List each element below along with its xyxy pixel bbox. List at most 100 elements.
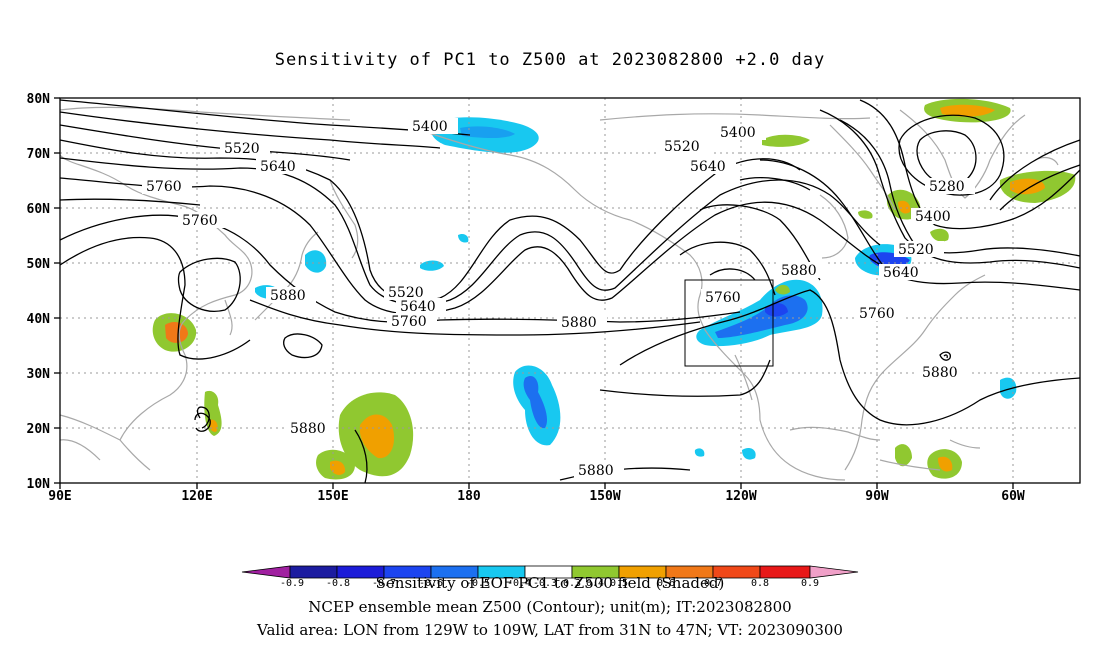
- contour-line: [989, 139, 1081, 201]
- shading-greenland-north-core: [940, 104, 995, 117]
- contour-line: [196, 406, 210, 429]
- shading-mexico: [742, 447, 756, 460]
- shading-target-green: [775, 284, 790, 295]
- colorbar-tick: 0.6: [657, 578, 675, 589]
- lon-labels: 90E 120E 150E 180 150W 120W 90W 60W: [48, 489, 1025, 504]
- lat-label: 20N: [27, 422, 51, 437]
- lat-label: 40N: [27, 312, 51, 327]
- lon-label: 150W: [589, 489, 620, 504]
- lat-label: 70N: [27, 147, 51, 162]
- shading-target-deep: [765, 303, 788, 317]
- shading-baffin: [762, 134, 810, 147]
- contour-line: [943, 354, 948, 359]
- colorbar-tick: -0.4: [507, 578, 531, 589]
- lat-label: 50N: [27, 257, 51, 272]
- colorbar-tick: -0.5: [466, 578, 490, 589]
- contour-label: 5880: [561, 315, 597, 331]
- contour-label: 5520: [224, 141, 260, 157]
- colorbar-tick: -0.9: [280, 578, 304, 589]
- shading-hudson-small: [858, 210, 873, 219]
- contour-line: [354, 429, 368, 484]
- caption-shading: Sensitivity of EOF PC1 to Z500 field (Sh…: [375, 574, 725, 592]
- contour-line: [859, 99, 1081, 230]
- colorbar: [241, 565, 859, 579]
- lat-label: 60N: [27, 202, 51, 217]
- colorbar-tick: 0.4: [586, 578, 604, 589]
- contour-line: [999, 164, 1081, 211]
- shading-180-small: [420, 260, 444, 271]
- colorbar-tick: 0.7: [704, 578, 722, 589]
- shading-iceland-core: [1010, 178, 1045, 195]
- coast-japan: [254, 231, 319, 321]
- coast-baffin: [829, 124, 896, 211]
- colorbar-tick: -0.7: [372, 578, 396, 589]
- shading-equatorial: [694, 448, 705, 457]
- contour-line: [819, 109, 1081, 257]
- contour-line: [898, 114, 1005, 196]
- contour-line: [59, 236, 251, 360]
- contour-label: 5880: [781, 263, 817, 279]
- lon-label: 180: [457, 489, 481, 504]
- contour-label: 5520: [898, 242, 934, 258]
- contour-label: 5760: [859, 306, 895, 322]
- contour-label-group: 5400 5400 5520 5520 5640 5640 5760 5760 …: [142, 118, 975, 479]
- contour-line: [739, 177, 811, 191]
- contour-label: 5640: [690, 159, 726, 175]
- contour-line: [679, 241, 776, 296]
- contour-label: 5880: [578, 463, 614, 479]
- colorbar-tick: -0.6: [419, 578, 443, 589]
- colorbar-tick-labels: -0.9 -0.8 -0.7 -0.6 -0.5 -0.4 -0.3 0.3 0…: [280, 578, 819, 589]
- contour-line: [249, 299, 701, 336]
- coast-korea: [224, 299, 233, 336]
- coast-greenland: [899, 109, 1026, 199]
- contour-line: [916, 130, 977, 185]
- shading-east-china-core: [165, 321, 188, 343]
- contour-label: 5760: [182, 213, 218, 229]
- contour-line: [283, 333, 323, 359]
- map-frame: [59, 97, 1081, 484]
- contour-label: 5400: [412, 119, 448, 135]
- contour-line: [939, 351, 951, 361]
- coast-gulf: [789, 426, 881, 441]
- shading-wp-south-2-core: [330, 460, 346, 475]
- shading-atlantic: [1000, 377, 1017, 399]
- lon-label: 150E: [317, 489, 348, 504]
- shading-caribbean-core: [938, 456, 953, 472]
- contour-line: [194, 412, 211, 432]
- contour-label: 5640: [400, 299, 436, 315]
- axis-ticks: [54, 97, 1014, 489]
- lat-labels: 80N 70N 60N 50N 40N 30N 20N 10N: [27, 92, 51, 492]
- coast-alaska: [419, 129, 846, 481]
- colorbar-tick: 0.3: [563, 578, 581, 589]
- contour-label: 5280: [929, 179, 965, 195]
- contour-label: 5880: [922, 365, 958, 381]
- coast-caribbean: [879, 439, 981, 471]
- shading-180-small-2: [458, 233, 469, 243]
- lat-label: 10N: [27, 477, 51, 492]
- contour-label: 5880: [270, 288, 306, 304]
- contour-line: [619, 289, 1081, 426]
- contour-line: [599, 359, 771, 397]
- contour-label: 5520: [664, 139, 700, 155]
- colorbar-tick: 0.5: [610, 578, 628, 589]
- caption-contour: NCEP ensemble mean Z500 (Contour); unit(…: [308, 598, 792, 616]
- valid-area-box: [684, 279, 774, 367]
- lon-label: 120W: [725, 489, 756, 504]
- lon-label: 90W: [865, 489, 889, 504]
- shading-gulf: [895, 444, 912, 467]
- colorbar-end-right: [809, 565, 859, 579]
- colorbar-tick: -0.8: [326, 578, 350, 589]
- map-title: Sensitivity of PC1 to Z500 at 2023082800…: [274, 50, 826, 70]
- shading-labrador-core: [898, 200, 911, 214]
- contour-label: 5760: [705, 290, 741, 306]
- contour-line: [59, 111, 441, 149]
- shading-wp-south-core: [359, 414, 395, 459]
- contour-label: 5520: [388, 285, 424, 301]
- lon-label: 120E: [181, 489, 212, 504]
- contour-label: 5880: [290, 421, 326, 437]
- contour-label: 5640: [883, 265, 919, 281]
- contour-line: [59, 198, 201, 206]
- contour-line: [59, 177, 891, 315]
- shading-north-pacific-core: [460, 126, 515, 138]
